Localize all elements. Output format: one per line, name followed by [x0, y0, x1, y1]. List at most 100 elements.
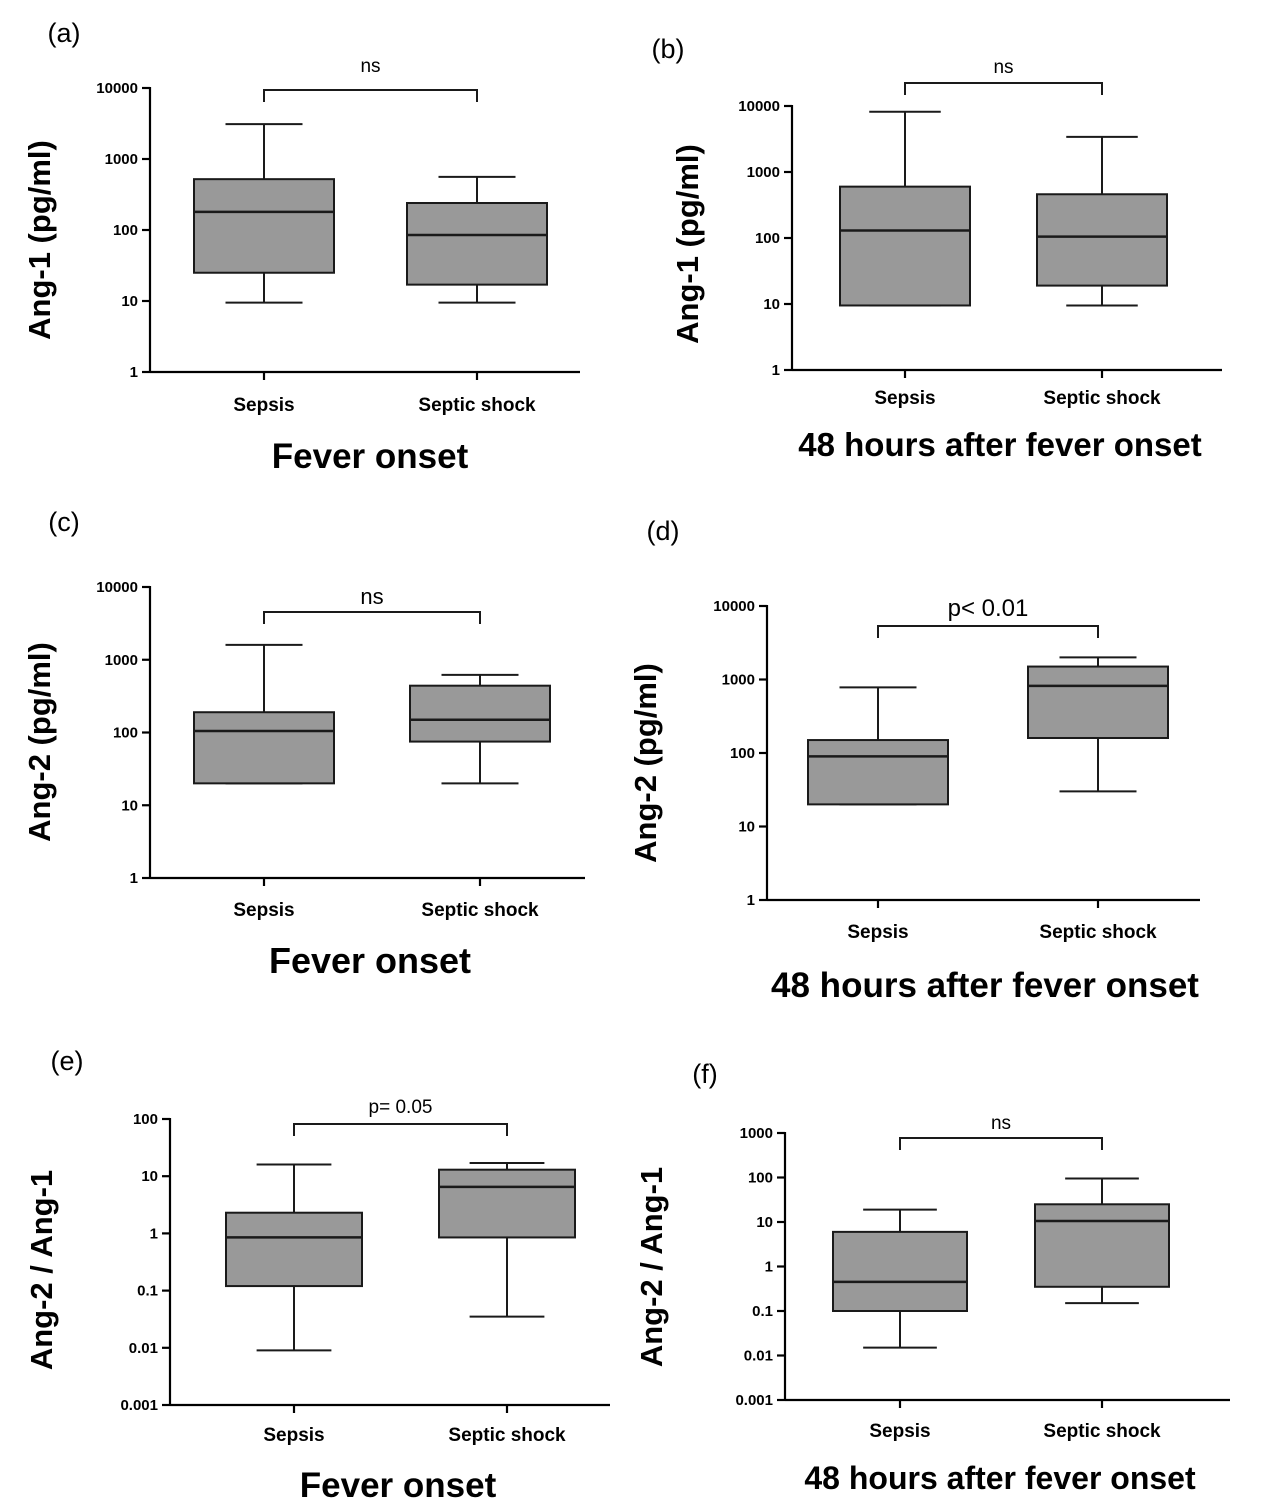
y-tick-label: 0.001 — [735, 1392, 773, 1409]
x-tick-label: Septic shock — [1039, 922, 1157, 943]
box-iqr — [438, 1168, 576, 1239]
significance-bracket — [899, 1137, 1103, 1150]
y-tick-label: 0.001 — [120, 1397, 158, 1414]
box-iqr — [225, 1211, 363, 1288]
box-iqr — [832, 1230, 968, 1313]
y-tick-label: 1 — [130, 870, 138, 887]
y-tick-label: 0.01 — [129, 1340, 158, 1357]
box-iqr — [839, 185, 971, 307]
significance-bracket — [877, 625, 1099, 638]
box-iqr — [1034, 1203, 1170, 1288]
panel-f: (f) 0.001 0.01 0.1 1 10 100 1000 Sepsis Septic sh… — [634, 1059, 1230, 1496]
y-tick-label: 1000 — [105, 652, 138, 669]
box-sepsis — [832, 1208, 968, 1349]
x-axis-label: 48 hours after fever onset — [798, 426, 1201, 463]
significance-label: ns — [360, 584, 383, 609]
box-iqr — [193, 711, 335, 785]
y-tick-label: 10 — [141, 1168, 158, 1185]
x-tick-label: Septic shock — [418, 395, 536, 416]
panel-label: (c) — [48, 507, 79, 537]
panel-label: (e) — [51, 1046, 84, 1076]
y-tick-label: 0.01 — [744, 1348, 773, 1365]
x-tick-label: Septic shock — [421, 900, 539, 921]
y-axis-label: Ang-1 (pg/ml) — [670, 144, 705, 344]
y-axis-label: Ang-2 (pg/ml) — [628, 663, 663, 863]
significance-bracket — [293, 1123, 508, 1136]
panel-c: (c) 1 10 100 1000 10000 Sepsis Septic shock ns An… — [22, 507, 585, 981]
significance-label: ns — [360, 56, 380, 77]
x-tick-label: Sepsis — [233, 900, 294, 921]
panel-label: (f) — [692, 1059, 717, 1089]
x-axis-label: Fever onset — [300, 1466, 497, 1503]
y-tick-label: 10000 — [96, 80, 138, 97]
significance-bracket — [263, 89, 478, 102]
box-sepsis — [193, 123, 335, 304]
y-tick-label: 0.1 — [137, 1283, 158, 1300]
y-axis-label: Ang-2 / Ang-1 — [24, 1170, 59, 1370]
box-septic-shock — [1034, 1177, 1170, 1305]
x-tick-label: Sepsis — [263, 1425, 324, 1446]
panel-label: (b) — [652, 34, 685, 64]
box-iqr — [409, 684, 551, 743]
panel-b: (b) 1 10 100 1000 10000 Sepsis Septic shock ns An… — [652, 34, 1222, 463]
y-tick-label: 100 — [748, 1170, 773, 1187]
box-sepsis — [807, 686, 949, 806]
x-axis-label: Fever onset — [272, 437, 469, 476]
panel-label: (d) — [647, 516, 680, 546]
y-tick-label: 1 — [765, 1259, 773, 1276]
y-tick-label: 1000 — [722, 672, 755, 689]
y-tick-label: 10 — [738, 819, 755, 836]
y-tick-label: 1 — [150, 1225, 158, 1242]
box-iqr — [406, 202, 548, 286]
box-iqr — [807, 739, 949, 806]
significance-label: ns — [991, 1113, 1011, 1134]
box-septic-shock — [1036, 135, 1168, 307]
y-tick-label: 1 — [747, 892, 755, 909]
y-tick-label: 10 — [121, 293, 138, 310]
y-axis-label: Ang-2 / Ang-1 — [634, 1167, 669, 1367]
x-tick-label: Sepsis — [869, 1421, 930, 1442]
x-tick-label: Septic shock — [1043, 388, 1161, 409]
y-tick-label: 1000 — [747, 164, 780, 181]
y-tick-label: 100 — [113, 725, 138, 742]
y-tick-label: 10 — [763, 296, 780, 313]
y-tick-label: 100 — [755, 230, 780, 247]
panel-label: (a) — [48, 18, 81, 48]
panel-e: (e) 0.001 0.01 0.1 1 10 100 Sepsis Septic shock p… — [24, 1046, 610, 1503]
box-iqr — [193, 178, 335, 274]
box-iqr — [1036, 193, 1168, 287]
box-septic-shock — [1027, 656, 1169, 793]
x-tick-label: Septic shock — [1043, 1421, 1161, 1442]
significance-label: p< 0.01 — [948, 595, 1029, 622]
significance-bracket — [263, 611, 481, 624]
significance-label: p= 0.05 — [369, 1097, 433, 1118]
y-tick-label: 10 — [121, 797, 138, 814]
box-sepsis — [225, 1163, 363, 1352]
y-tick-label: 100 — [113, 222, 138, 239]
y-tick-label: 1 — [130, 364, 138, 381]
box-septic-shock — [438, 1162, 576, 1318]
y-tick-label: 1000 — [740, 1125, 773, 1142]
box-iqr — [1027, 665, 1169, 739]
significance-bracket — [904, 82, 1103, 95]
y-tick-label: 100 — [730, 745, 755, 762]
x-axis-label: 48 hours after fever onset — [804, 1460, 1196, 1496]
x-tick-label: Sepsis — [874, 388, 935, 409]
x-axis-label: 48 hours after fever onset — [771, 966, 1199, 1005]
x-axis-label: Fever onset — [269, 940, 471, 981]
significance-label: ns — [993, 57, 1013, 78]
box-septic-shock — [406, 175, 548, 304]
y-tick-label: 10 — [756, 1214, 773, 1231]
y-tick-label: 10000 — [96, 579, 138, 596]
box-sepsis — [839, 110, 971, 307]
y-tick-label: 100 — [133, 1111, 158, 1128]
y-tick-label: 1000 — [105, 151, 138, 168]
panel-a: (a) 1 10 100 1000 10000 Sepsis Septic shock ns An… — [22, 18, 580, 476]
y-tick-label: 0.1 — [752, 1303, 773, 1320]
y-axis-label: Ang-2 (pg/ml) — [22, 642, 57, 842]
y-tick-label: 10000 — [713, 598, 755, 615]
x-tick-label: Sepsis — [233, 395, 294, 416]
box-sepsis — [193, 643, 335, 785]
y-tick-label: 10000 — [738, 98, 780, 115]
